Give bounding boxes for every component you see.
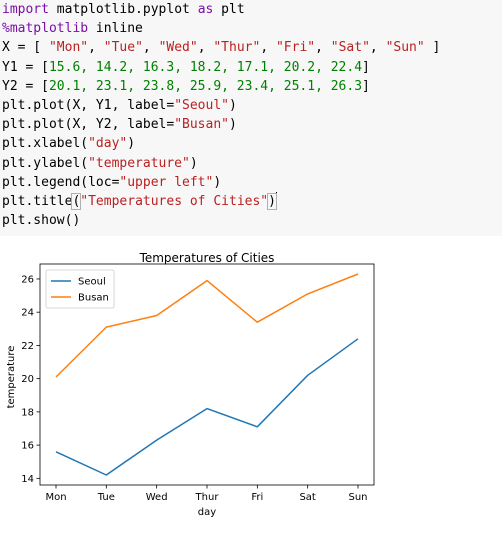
code-line[interactable]: X = [ "Mon", "Tue", "Wed", "Thur", "Fri"… — [2, 38, 440, 57]
y-tick-label: 24 — [21, 308, 34, 319]
code-token: plt.plot(X, Y1, label= — [2, 97, 175, 113]
code-token: X = [ — [2, 40, 49, 56]
legend-box — [45, 269, 115, 309]
y-tick-label: 16 — [21, 441, 34, 452]
code-token: , — [88, 40, 104, 56]
code-token: as — [197, 2, 214, 17]
code-line[interactable]: plt.xlabel("day") — [2, 134, 440, 153]
text-cursor — [275, 191, 277, 207]
code-token: 15.6, 14.2, 16.3, 18.2, 17.1, 20.2, 22.4 — [48, 59, 363, 75]
code-token: ) — [213, 174, 222, 190]
x-tick-label: Mon — [45, 492, 66, 503]
code-line[interactable]: plt.legend(loc="upper left") — [2, 173, 440, 192]
code-token: "Sat" — [330, 40, 370, 56]
code-token: %matplotlib — [2, 21, 89, 37]
code-cell[interactable]: import matplotlib.pyplot as plt %matplotl… — [0, 0, 502, 236]
code-token: plt — [213, 2, 245, 17]
code-token: plt.plot(X, Y2, label= — [2, 117, 175, 133]
code-token: ) — [228, 117, 237, 133]
y-tick-label: 20 — [21, 374, 34, 385]
code-token: ) — [127, 136, 136, 152]
code-token: "Temperatures of Cities" — [80, 193, 269, 209]
x-tick-label: Wed — [146, 492, 168, 503]
series-line-busan — [55, 273, 359, 378]
code-token: ( — [71, 192, 82, 210]
output-area: Temperatures of Cities day temperature M… — [0, 236, 502, 529]
code-token: "Seoul" — [174, 97, 229, 113]
code-token: "Sun" — [385, 40, 425, 56]
code-token: inline — [88, 21, 143, 37]
code-token: "Fri" — [275, 40, 316, 56]
code-line[interactable]: import matplotlib.pyplot as plt — [2, 0, 440, 19]
x-axis-label: day — [198, 507, 216, 518]
x-tick-label: Thur — [195, 492, 220, 503]
code-token: ] — [424, 40, 441, 56]
code-editor[interactable]: import matplotlib.pyplot as plt %matplotl… — [2, 0, 440, 230]
x-axis-ticks: Mon Tue Wed Thur Fri Sat Sun — [45, 485, 368, 503]
y-axis-label: temperature — [6, 346, 17, 409]
code-token: "Mon" — [48, 40, 89, 56]
code-token: "Tue" — [103, 40, 143, 56]
code-token: , — [142, 40, 159, 56]
y-tick-label: 22 — [21, 341, 34, 352]
code-token: "upper left" — [119, 174, 214, 190]
code-line[interactable]: plt.ylabel("temperature") — [2, 154, 440, 173]
code-token: import — [2, 2, 49, 17]
legend: Seoul Busan — [45, 269, 115, 309]
code-token: plt.legend(loc= — [2, 174, 120, 190]
code-token: 20.1, 23.1, 23.8, 25.9, 23.4, 25.1, 26.3 — [48, 78, 363, 94]
code-token: , — [369, 40, 386, 56]
code-token: ) — [189, 155, 198, 171]
code-line[interactable]: plt.plot(X, Y1, label="Seoul") — [2, 96, 440, 115]
y-axis-ticks: 14 16 18 20 22 24 26 — [21, 274, 40, 485]
code-token: "Thur" — [213, 40, 261, 56]
series-lines — [55, 273, 359, 476]
chart-title: Temperatures of Cities — [139, 251, 275, 265]
code-token: , — [197, 40, 214, 56]
code-token: "temperature" — [88, 155, 190, 171]
code-token: plt.ylabel( — [2, 155, 89, 171]
code-line[interactable]: plt.plot(X, Y2, label="Busan") — [2, 115, 440, 134]
code-token: "Wed" — [158, 40, 198, 56]
code-token: ) — [228, 97, 237, 113]
y-tick-label: 14 — [21, 474, 34, 485]
x-tick-label: Sat — [299, 492, 315, 503]
legend-label: Seoul — [78, 277, 106, 288]
code-token: matplotlib.pyplot — [48, 2, 198, 17]
legend-label: Busan — [78, 293, 109, 304]
code-token: "day" — [88, 136, 128, 152]
x-tick-label: Sun — [348, 492, 367, 503]
code-token: , — [315, 40, 331, 56]
y-tick-label: 18 — [21, 407, 34, 418]
code-token: plt.xlabel( — [2, 136, 89, 152]
series-line-seoul — [55, 338, 359, 476]
y-tick-label: 26 — [21, 274, 34, 285]
code-line[interactable]: Y2 = [20.1, 23.1, 23.8, 25.9, 23.4, 25.1… — [2, 77, 440, 96]
code-token: Y1 = [ — [2, 59, 49, 75]
code-line[interactable]: plt.show() — [2, 211, 440, 230]
x-tick-label: Tue — [97, 492, 115, 503]
code-token: "Busan" — [174, 117, 229, 133]
code-line[interactable]: %matplotlib inline — [2, 19, 440, 38]
code-token: ) — [267, 192, 277, 210]
code-line[interactable]: Y1 = [15.6, 14.2, 16.3, 18.2, 17.1, 20.2… — [2, 58, 440, 77]
code-token: , — [260, 40, 276, 56]
code-token: plt.title — [2, 193, 73, 209]
code-token: ] — [362, 59, 370, 75]
code-line[interactable]: plt.title("Temperatures of Cities") — [2, 191, 440, 211]
code-token: plt.show() — [2, 213, 81, 229]
line-chart: Temperatures of Cities day temperature M… — [6, 251, 375, 518]
code-token: ] — [362, 78, 370, 94]
code-token: Y2 = [ — [2, 78, 49, 94]
x-tick-label: Fri — [251, 492, 263, 503]
